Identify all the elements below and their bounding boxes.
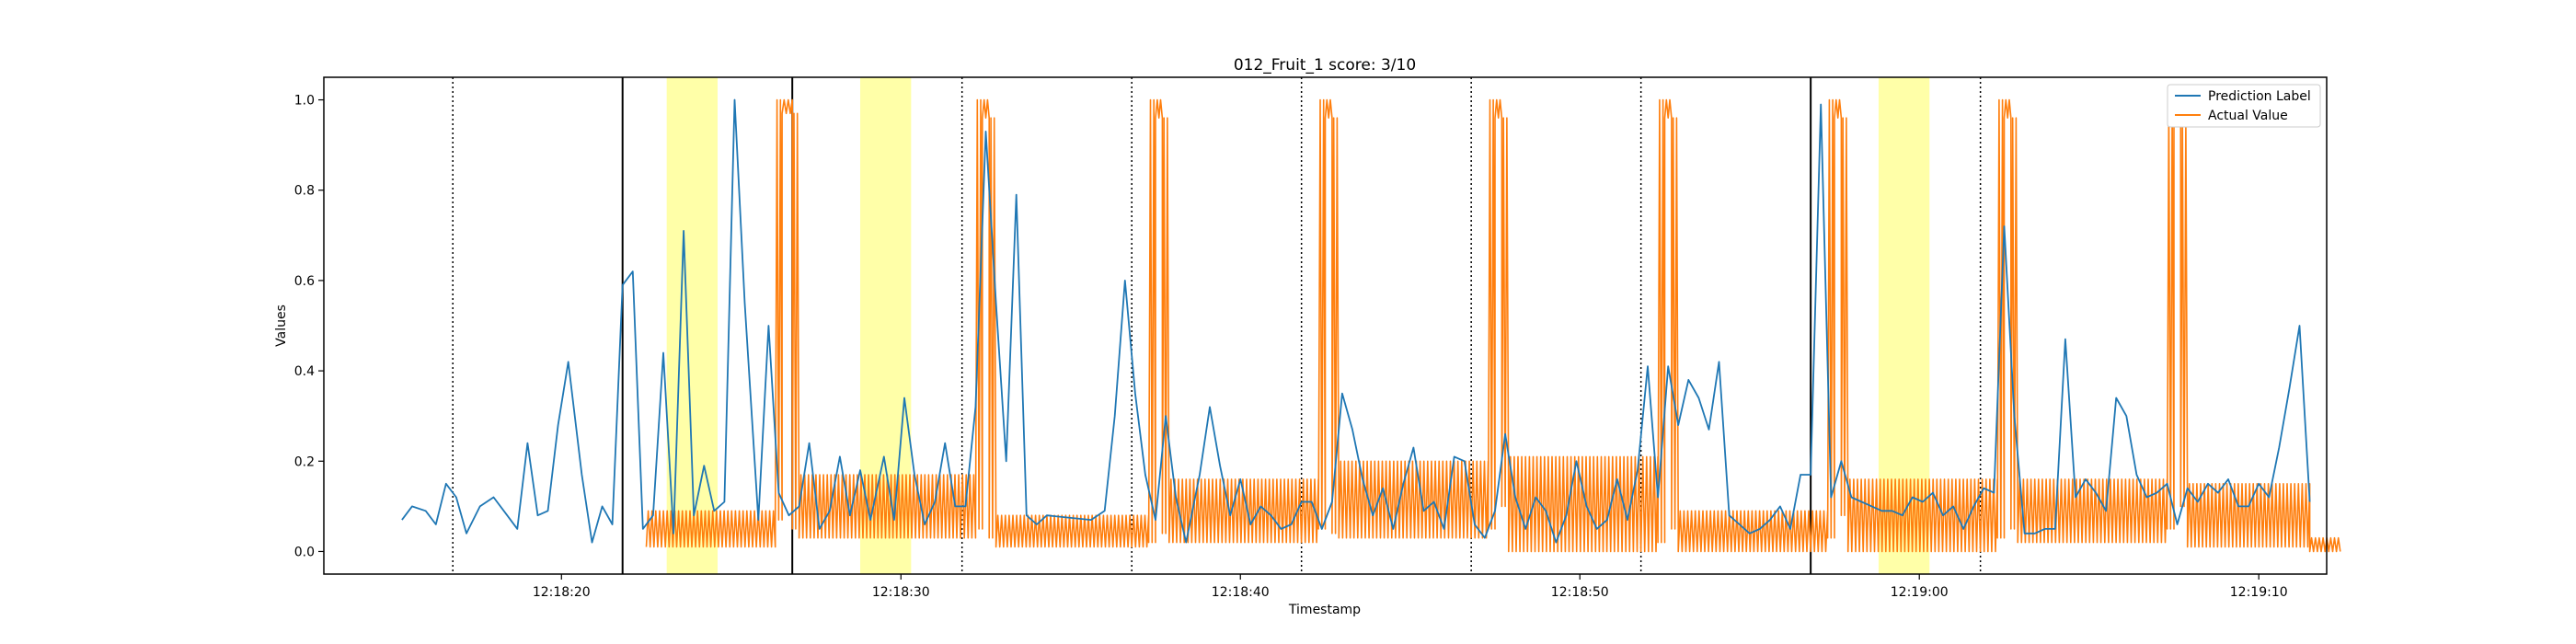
chart-title: 012_Fruit_1 score: 3/10 <box>1234 56 1416 75</box>
y-tick-label: 0.2 <box>294 454 315 469</box>
y-tick-label: 0.4 <box>294 364 315 379</box>
y-axis-ticks: 0.0 0.2 0.4 0.6 0.8 1.0 <box>294 94 324 559</box>
legend-label-actual: Actual Value <box>2208 109 2288 123</box>
legend-box <box>2167 84 2321 128</box>
highlight-spans <box>666 77 1930 574</box>
y-tick-label: 1.0 <box>294 94 315 109</box>
x-tick-label: 12:19:00 <box>1891 585 1949 600</box>
y-tick-label: 0.6 <box>294 274 315 289</box>
legend: Prediction Label Actual Value <box>2167 84 2321 128</box>
x-tick-label: 12:18:30 <box>872 585 930 600</box>
x-tick-label: 12:18:40 <box>1212 585 1270 600</box>
x-tick-label: 12:18:50 <box>1551 585 1609 600</box>
y-axis-label: Values <box>274 305 289 347</box>
plot-frame <box>323 76 2328 575</box>
prediction-label-series <box>401 98 2311 544</box>
legend-label-prediction: Prediction Label <box>2208 89 2311 104</box>
y-tick-label: 0.8 <box>294 184 315 199</box>
x-axis-label: Timestamp <box>1288 603 1361 617</box>
x-tick-label: 12:18:20 <box>533 585 591 600</box>
x-axis-ticks: 12:18:20 12:18:30 12:18:40 12:18:50 12:19:00… <box>533 574 2288 600</box>
x-tick-label: 12:19:10 <box>2230 585 2288 600</box>
prediction-label-line <box>401 98 2311 544</box>
y-tick-label: 0.0 <box>294 545 315 559</box>
